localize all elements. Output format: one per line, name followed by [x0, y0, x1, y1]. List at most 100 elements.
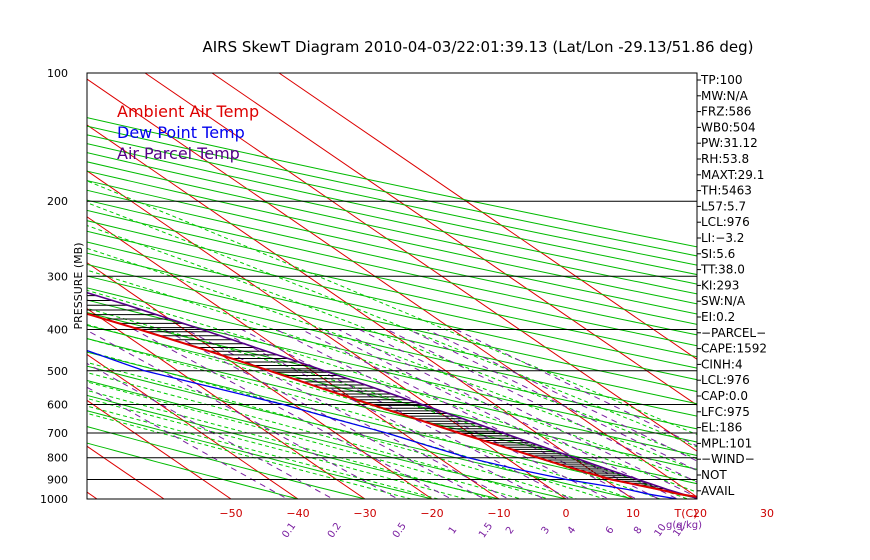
stability-index-label: CINH:4	[701, 357, 743, 371]
pressure-tick-label: 500	[47, 365, 68, 378]
dewpoint-profile-line	[87, 349, 678, 499]
dry-adiabat-line	[87, 338, 697, 485]
dry-adiabat-line	[87, 170, 697, 305]
dry-adiabat-line	[87, 299, 697, 443]
mixing-ratio-line	[426, 329, 697, 462]
mixing-ratio-label: 0.5	[391, 521, 409, 540]
stability-index-label: SW:N/A	[701, 294, 746, 308]
stability-index-label: AVAIL	[701, 484, 735, 498]
mixing-ratio-label: 0.1	[280, 521, 298, 540]
dry-adiabat-line	[87, 161, 697, 295]
parcel-profile-line	[87, 291, 697, 499]
mixing-ratio-line	[386, 329, 697, 483]
mixing-ratio-line	[359, 329, 697, 498]
mixing-ratio-label: 3	[540, 525, 553, 537]
dry-adiabat-line	[87, 125, 697, 257]
dry-adiabat-line	[87, 241, 697, 381]
bottom-temp-tick-label: −30	[353, 507, 376, 520]
ambient-temp-profile-line	[87, 312, 697, 498]
bottom-temp-tick-label: 20	[693, 507, 707, 520]
bottom-temp-tick-label: −20	[420, 507, 443, 520]
dry-adiabat-line	[87, 426, 368, 499]
dry-adiabat-line	[87, 394, 502, 499]
dry-adiabat-line	[87, 230, 697, 369]
isotherm-line	[87, 353, 299, 499]
stability-index-label: TH:5463	[700, 184, 752, 198]
pressure-tick-label: 200	[47, 195, 68, 208]
stability-index-label: FRZ:586	[701, 105, 751, 119]
chart-title: AIRS SkewT Diagram 2010-04-03/22:01:39.1…	[202, 38, 753, 56]
stability-index-label: LCL:976	[701, 215, 750, 229]
dry-adiabat-line	[87, 442, 301, 499]
stability-index-label: NOT	[701, 468, 727, 482]
stability-index-label: EI:0.2	[701, 310, 735, 324]
mixing-ratio-line	[133, 329, 453, 499]
pressure-tick-label: 400	[47, 323, 68, 336]
mixing-ratio-label: 0.2	[326, 521, 344, 540]
pressure-tick-label: 600	[47, 398, 68, 411]
isotherm-line	[87, 399, 232, 499]
legend-item: Air Parcel Temp	[117, 144, 240, 163]
stability-index-label: CAPE:1592	[701, 342, 767, 356]
mixing-ratio-line	[241, 329, 572, 499]
dry-adiabat-line	[87, 199, 697, 336]
mixing-ratio-line	[87, 362, 334, 499]
legend-item: Dew Point Temp	[117, 123, 245, 142]
stability-index-label: SI:5.6	[701, 247, 735, 261]
stability-index-label: LFC:975	[701, 405, 750, 419]
mixing-ratio-label: 1.5	[477, 521, 495, 540]
plot-frame	[86, 72, 698, 500]
stability-index-label: EL:186	[701, 421, 742, 435]
pressure-tick-label: 1000	[40, 493, 68, 506]
bottom-temp-tick-label: −40	[286, 507, 309, 520]
mixing-ratio-line	[276, 329, 610, 499]
dry-adiabat-line	[87, 287, 697, 430]
mixing-ratio-line	[185, 329, 510, 499]
isotherm-line	[87, 216, 500, 499]
stability-index-label: CAP:0.0	[701, 389, 748, 403]
isotherm-line	[87, 262, 433, 499]
moist-adiabat-line	[87, 247, 697, 471]
stability-index-label: WB0:504	[701, 120, 756, 134]
bottom-temp-tick-label: 10	[626, 507, 640, 520]
moist-adiabat-line	[87, 323, 662, 499]
isotherm-line	[87, 170, 567, 499]
mixing-ratio-label: 6	[604, 525, 617, 537]
dry-adiabat-line	[87, 152, 697, 285]
stability-index-label: −PARCEL−	[701, 326, 766, 340]
isotherm-line	[144, 73, 697, 452]
dry-adiabat-line	[87, 143, 697, 276]
stability-index-label: TP:100	[700, 73, 743, 87]
mixing-ratio-unit-label: g(g/kg)	[666, 520, 702, 531]
bottom-temp-tick-label: −50	[219, 507, 242, 520]
mixing-ratio-label: 4	[566, 525, 579, 537]
stability-index-label: LI:−3.2	[701, 231, 744, 245]
dry-adiabat-line	[87, 134, 697, 266]
dry-adiabat-line	[87, 312, 697, 457]
legend-item: Ambient Air Temp	[117, 102, 259, 121]
stability-index-label: MAXT:29.1	[701, 168, 764, 182]
pressure-tick-label: 300	[47, 270, 68, 283]
temp-unit-label: T(C)	[674, 507, 698, 520]
stability-index-label: LCL:976	[701, 373, 750, 387]
mixing-ratio-line	[217, 329, 546, 499]
pressure-tick-label: 100	[47, 67, 68, 80]
dry-adiabat-line	[87, 263, 697, 405]
isotherm-line	[0, 73, 30, 499]
mixing-ratio-label: 1	[447, 525, 460, 537]
dry-adiabat-line	[87, 365, 636, 499]
mixing-ratio-line	[87, 386, 289, 499]
stability-index-label: MW:N/A	[701, 89, 749, 103]
mixing-ratio-line	[408, 329, 697, 472]
bottom-temp-tick-label: 0	[563, 507, 570, 520]
stability-index-label: −WIND−	[701, 452, 755, 466]
mixing-ratio-line	[321, 329, 660, 499]
dry-adiabat-line	[87, 220, 697, 358]
pressure-tick-label: 900	[47, 474, 68, 487]
dry-adiabat-line	[87, 189, 697, 325]
bottom-temp-tick-label: −10	[487, 507, 510, 520]
stability-index-label: MPL:101	[701, 436, 752, 450]
mixing-ratio-line	[163, 329, 486, 499]
isotherm-line	[87, 78, 697, 498]
